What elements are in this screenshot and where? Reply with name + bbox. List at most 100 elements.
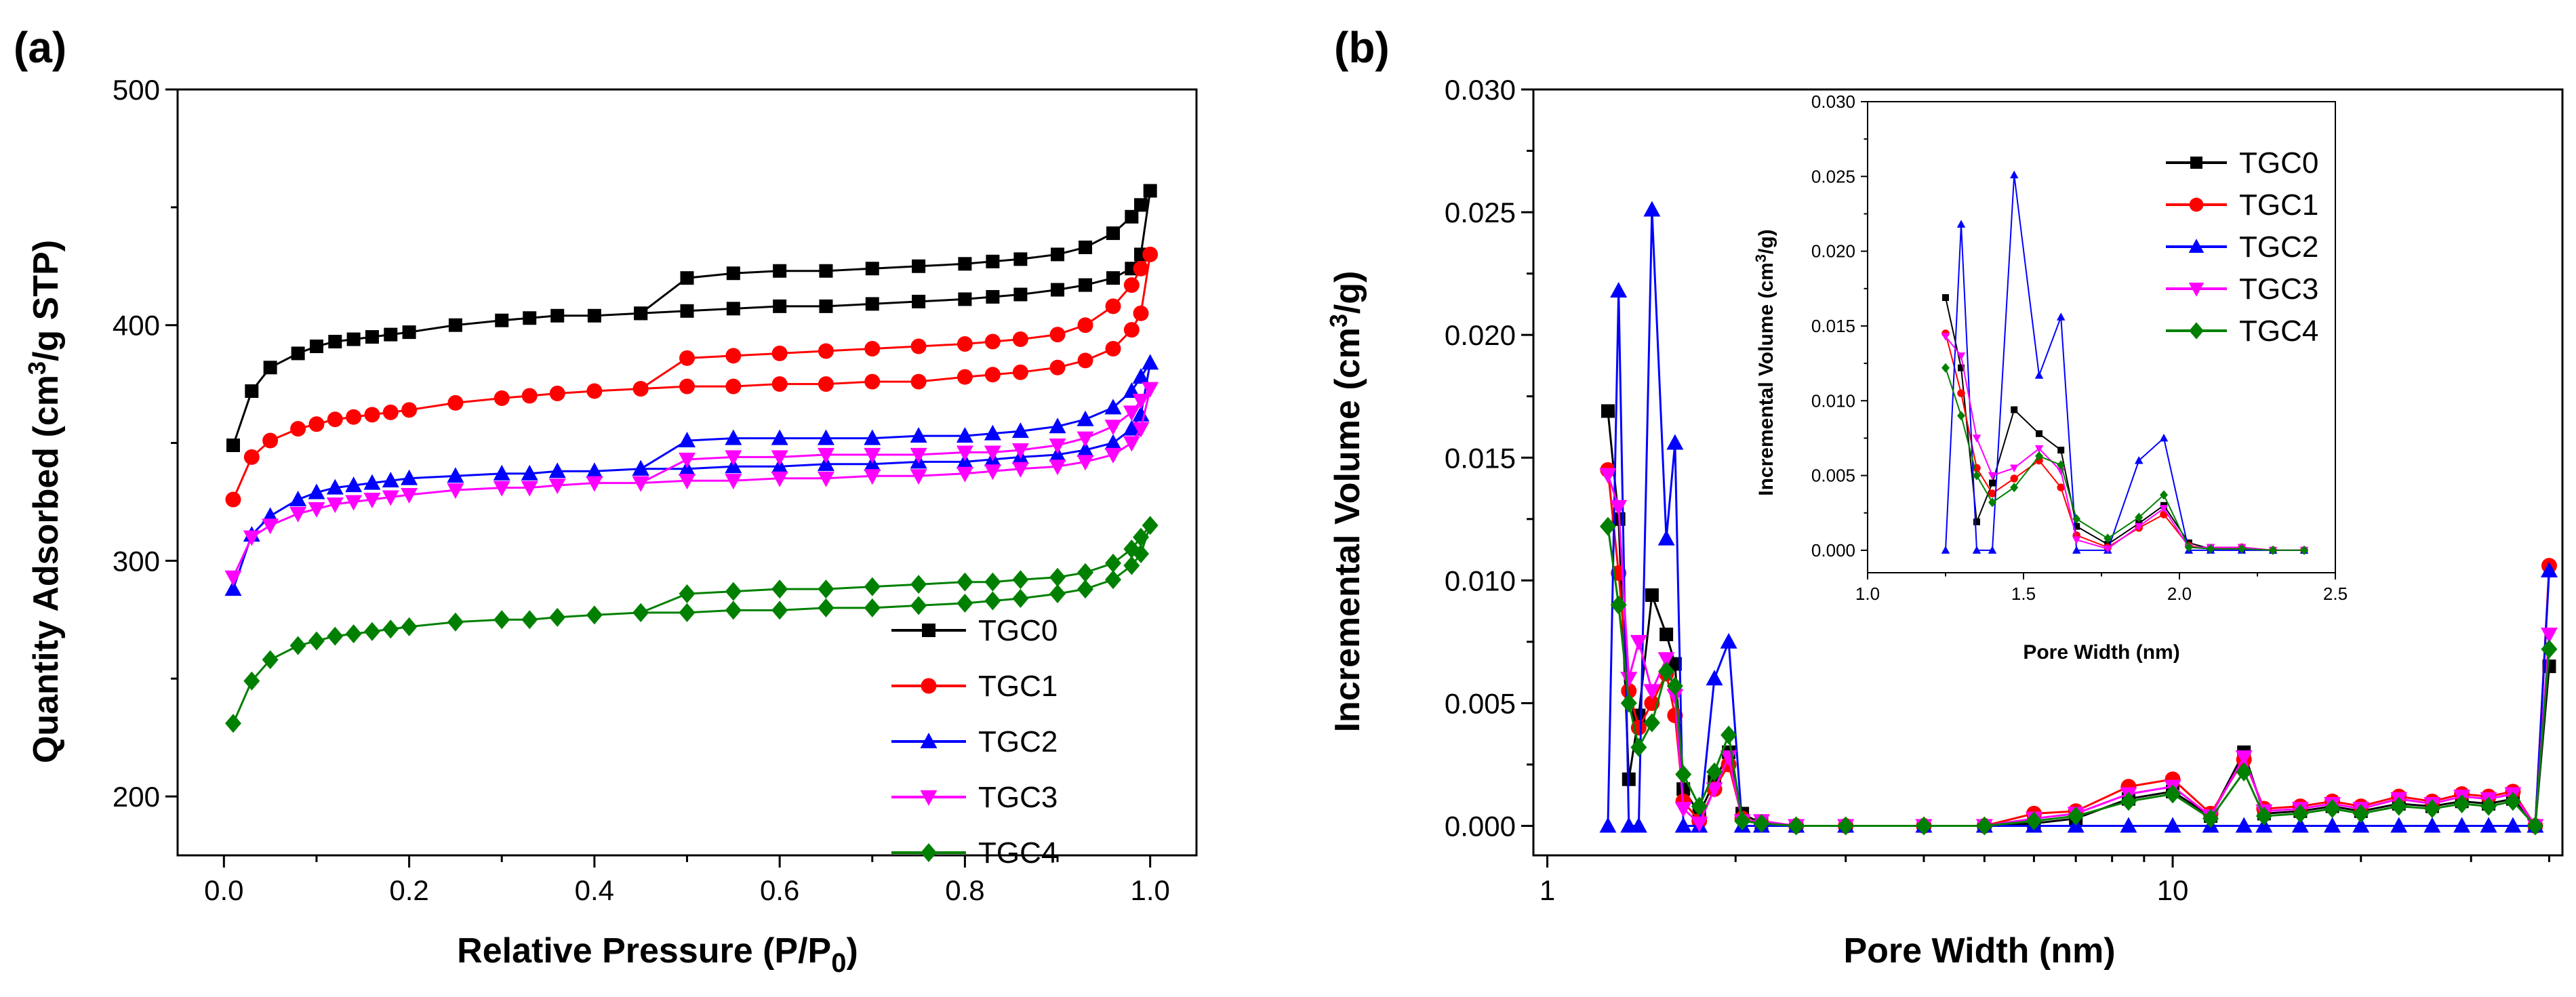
panel-a-point-tgc3: [1076, 431, 1094, 447]
panel-a-y-tick-label: 500: [113, 74, 160, 106]
panel-b-point-tgc4: [1720, 725, 1737, 745]
panel-b-point-tgc2: [2504, 817, 2522, 833]
panel-a-point-tgc3: [817, 471, 834, 487]
inset-point-tgc3: [1972, 434, 1981, 443]
panel-a-point-tgc1: [771, 345, 788, 361]
panel-a-point-tgc3: [447, 483, 464, 500]
panel-a-xlabel-close: ): [847, 931, 858, 971]
panel-b-point-tgc4: [1734, 811, 1751, 831]
inset-point-tgc2: [2034, 371, 2044, 379]
panel-a-x-tick-label: 0.2: [389, 874, 428, 906]
inset-point-tgc3: [2072, 536, 2081, 544]
panel-a-x-tick-label: 0.4: [575, 874, 614, 906]
panel-a-point-tgc0: [1051, 247, 1065, 262]
panel-b-point-tgc4: [1675, 765, 1692, 784]
inset-point-tgc4: [2072, 514, 2081, 524]
panel-a-point-tgc3: [308, 502, 325, 518]
panel-a-point-tgc0: [1134, 198, 1148, 212]
panel-b-point-tgc4: [1691, 796, 1708, 816]
panel-a-point-tgc4: [632, 603, 649, 622]
panel-a-point-tgc1: [1123, 277, 1140, 293]
panel-a-point-tgc1: [401, 402, 418, 418]
panel-b-point-tgc4: [1643, 713, 1660, 733]
inset-legend-item-tgc0: TGC0: [2166, 146, 2318, 180]
panel-a-point-tgc0: [1079, 240, 1093, 254]
inset-point-tgc4: [1973, 470, 1981, 481]
inset-point-tgc4: [2238, 544, 2246, 554]
panel-a-point-tgc4: [864, 577, 881, 596]
panel-a-point-tgc4: [363, 622, 380, 641]
panel-b-point-tgc2: [1666, 434, 1684, 450]
panel-b-point-tgc4: [2423, 799, 2440, 819]
panel-a-point-tgc1: [957, 336, 973, 352]
panel-a-point-tgc4: [224, 714, 241, 733]
inset-legend-item-tgc2: TGC2: [2166, 230, 2318, 264]
panel-b-point-tgc4: [1915, 816, 1932, 836]
panel-a-point-tgc1: [957, 369, 973, 385]
panel-a-legend-marker: [920, 733, 938, 748]
inset-x-tick-label: 1.5: [2011, 584, 2036, 604]
panel-a-point-tgc3: [1142, 382, 1159, 398]
panel-a-point-tgc1: [864, 373, 881, 390]
panel-a-point-tgc3: [817, 447, 834, 464]
inset-legend-marker: [2189, 322, 2204, 340]
inset-series-tgc2: [1941, 170, 2309, 554]
panel-a-point-tgc3: [864, 469, 881, 485]
panel-a-point-tgc1: [1142, 246, 1159, 262]
panel-a-point-tgc4: [1012, 570, 1029, 590]
panel-a-point-tgc4: [1077, 563, 1094, 582]
inset-legend-item-tgc4: TGC4: [2166, 314, 2318, 348]
panel-a-point-tgc2: [1132, 405, 1150, 422]
panel-b-point-tgc2: [2291, 817, 2309, 833]
panel-a-line-tgc1: [232, 253, 1152, 500]
panel-a-point-tgc4: [725, 582, 742, 601]
inset-x-tick-label: 2.0: [2167, 584, 2192, 604]
panel-a-point-tgc2: [817, 429, 834, 445]
panel-b-point-tgc4: [1753, 813, 1770, 833]
inset-x-tick-label: 1.0: [1855, 584, 1880, 604]
panel-a-point-tgc4: [984, 591, 1001, 611]
inset-line-tgc3: [1945, 335, 2304, 551]
panel-a-x-tick-label: 1.0: [1130, 874, 1169, 906]
panel-a-point-tgc2: [1011, 422, 1029, 439]
panel-a-point-tgc3: [1049, 439, 1066, 455]
panel-a-y-tick-label: 200: [113, 781, 160, 813]
panel-a-y-tick-label: 300: [113, 545, 160, 577]
panel-b-y-tick-label: 0.025: [1445, 197, 1516, 228]
panel-a-point-tgc3: [771, 450, 788, 466]
panel-a-point-tgc3: [679, 452, 696, 468]
panel-a-point-tgc4: [771, 601, 788, 620]
panel-a-point-tgc3: [956, 466, 973, 483]
panel-a-point-tgc1: [1133, 305, 1149, 321]
panel-b-point-tgc4: [1610, 595, 1627, 615]
panel-b-series-tgc4: [1599, 516, 2558, 836]
panel-a-legend-marker: [921, 678, 937, 694]
panel-b-point-tgc3: [1720, 750, 1737, 767]
panel-a-point-tgc2: [771, 429, 788, 445]
panel-a-point-tgc0: [402, 325, 416, 340]
inset-legend-label: TGC4: [2239, 314, 2318, 348]
panel-a-point-tgc1: [632, 381, 649, 397]
panel-a-point-tgc0: [986, 254, 1000, 268]
panel-a-point-tgc4: [243, 671, 260, 691]
panel-a-point-tgc1: [818, 343, 834, 359]
inset-point-tgc3: [2056, 467, 2066, 476]
panel-a-point-tgc2: [326, 479, 344, 495]
panel-a-point-tgc2: [1104, 434, 1122, 450]
panel-b-point-tgc4: [2068, 807, 2085, 826]
panel-a-point-tgc4: [327, 626, 344, 646]
panel-a-point-tgc1: [984, 333, 1001, 350]
inset-point-tgc2: [2072, 546, 2081, 554]
panel-b-point-tgc2: [1720, 632, 1737, 649]
panel-a-point-tgc2: [586, 462, 603, 479]
panel-a-point-tgc3: [326, 497, 344, 513]
panel-a-point-tgc4: [1142, 516, 1159, 535]
panel-a-point-tgc1: [725, 348, 742, 364]
inset-legend-marker: [2189, 197, 2204, 212]
panel-a-y-tick-label: 400: [113, 310, 160, 342]
panel-b-point-tgc3: [1706, 782, 1723, 798]
panel-b-y-tick-label: 0.005: [1445, 687, 1516, 719]
panel-b-ylabel-close: /g): [1328, 271, 1367, 314]
inset-y-tick-label: 0.010: [1811, 390, 1855, 411]
panel-b-point-tgc0: [1645, 588, 1659, 603]
